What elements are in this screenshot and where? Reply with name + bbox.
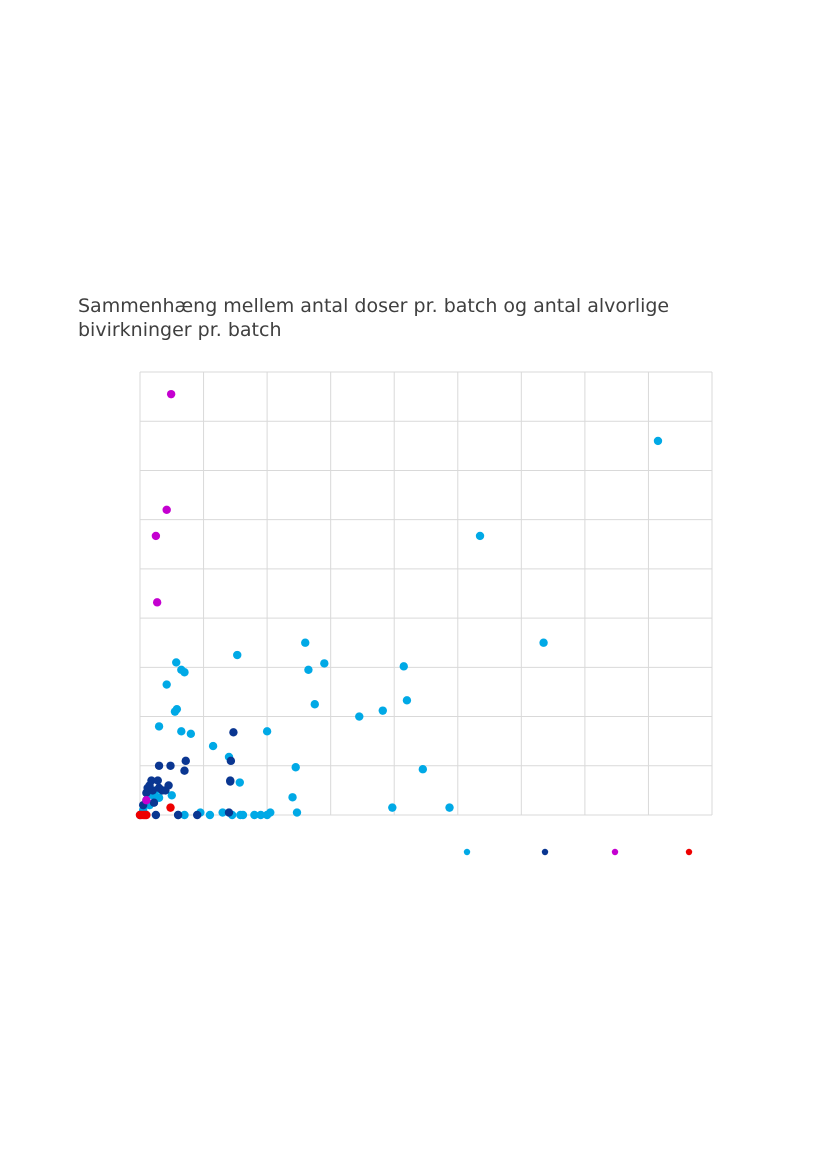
data-point-series-1 <box>177 727 186 736</box>
data-point-series-1 <box>292 808 302 817</box>
data-point-series-1 <box>154 722 164 731</box>
data-point-series-1 <box>167 791 176 800</box>
data-point-series-1 <box>180 668 189 677</box>
data-point-series-1 <box>445 803 454 812</box>
plot-area <box>135 389 663 820</box>
data-point-series-2 <box>226 756 236 766</box>
data-point-series-1 <box>399 662 408 671</box>
data-point-series-1 <box>180 810 189 820</box>
data-point-series-1 <box>172 704 182 714</box>
data-point-series-1 <box>266 808 275 817</box>
data-point-series-1 <box>288 793 297 802</box>
data-point-series-2 <box>226 777 235 786</box>
data-point-series-2 <box>224 808 234 817</box>
grid <box>139 371 713 816</box>
data-point-series-1 <box>291 763 300 772</box>
data-point-series-2 <box>181 756 190 766</box>
data-point-series-1 <box>172 658 181 667</box>
data-point-series-2 <box>173 810 183 820</box>
data-point-series-1 <box>475 531 485 541</box>
data-point-series-1 <box>310 700 319 709</box>
data-point-series-1 <box>256 810 265 820</box>
data-point-series-1 <box>208 741 218 751</box>
data-point-series-2 <box>148 786 157 795</box>
data-point-series-2 <box>151 810 161 820</box>
data-point-series-1 <box>238 810 248 820</box>
data-point-series-2 <box>166 761 175 770</box>
data-point-series-2 <box>153 776 162 785</box>
data-point-series-1 <box>378 706 387 715</box>
data-point-series-2 <box>147 776 156 785</box>
legend-marker-series-3 <box>611 848 619 856</box>
data-point-series-3 <box>152 598 162 607</box>
data-point-series-2 <box>193 810 202 820</box>
data-point-series-1 <box>162 680 171 689</box>
data-point-series-2 <box>154 761 164 770</box>
legend-marker-series-1 <box>463 848 471 856</box>
chart-title: Sammenhæng mellem antal doser pr. batch … <box>78 295 670 341</box>
data-point-series-2 <box>180 766 189 775</box>
data-point-series-3 <box>151 531 161 541</box>
data-point-series-1 <box>355 712 364 721</box>
data-point-series-1 <box>262 727 272 736</box>
legend-marker-series-2 <box>541 848 549 856</box>
data-point-series-4 <box>166 803 175 812</box>
data-point-series-2 <box>164 781 173 790</box>
data-point-series-1 <box>250 810 259 820</box>
legend-marker-series-4 <box>685 848 693 856</box>
data-point-series-1 <box>186 729 196 738</box>
data-point-series-1 <box>301 638 310 647</box>
data-point-series-3 <box>142 796 151 805</box>
data-point-series-1 <box>418 765 428 774</box>
data-point-series-2 <box>149 798 159 807</box>
legend <box>463 848 693 856</box>
data-point-series-1 <box>233 650 242 660</box>
data-point-series-1 <box>218 808 227 817</box>
data-point-series-3 <box>162 505 171 515</box>
data-point-series-1 <box>205 810 215 820</box>
data-point-series-2 <box>229 728 238 737</box>
data-point-series-1 <box>653 436 663 446</box>
data-point-series-1 <box>539 638 548 647</box>
data-point-series-1 <box>320 659 329 668</box>
data-point-series-1 <box>304 665 313 674</box>
data-point-series-1 <box>235 778 244 787</box>
data-point-series-4 <box>142 810 151 820</box>
data-point-series-1 <box>402 696 412 705</box>
data-point-series-3 <box>166 389 176 399</box>
data-point-series-1 <box>388 803 397 812</box>
